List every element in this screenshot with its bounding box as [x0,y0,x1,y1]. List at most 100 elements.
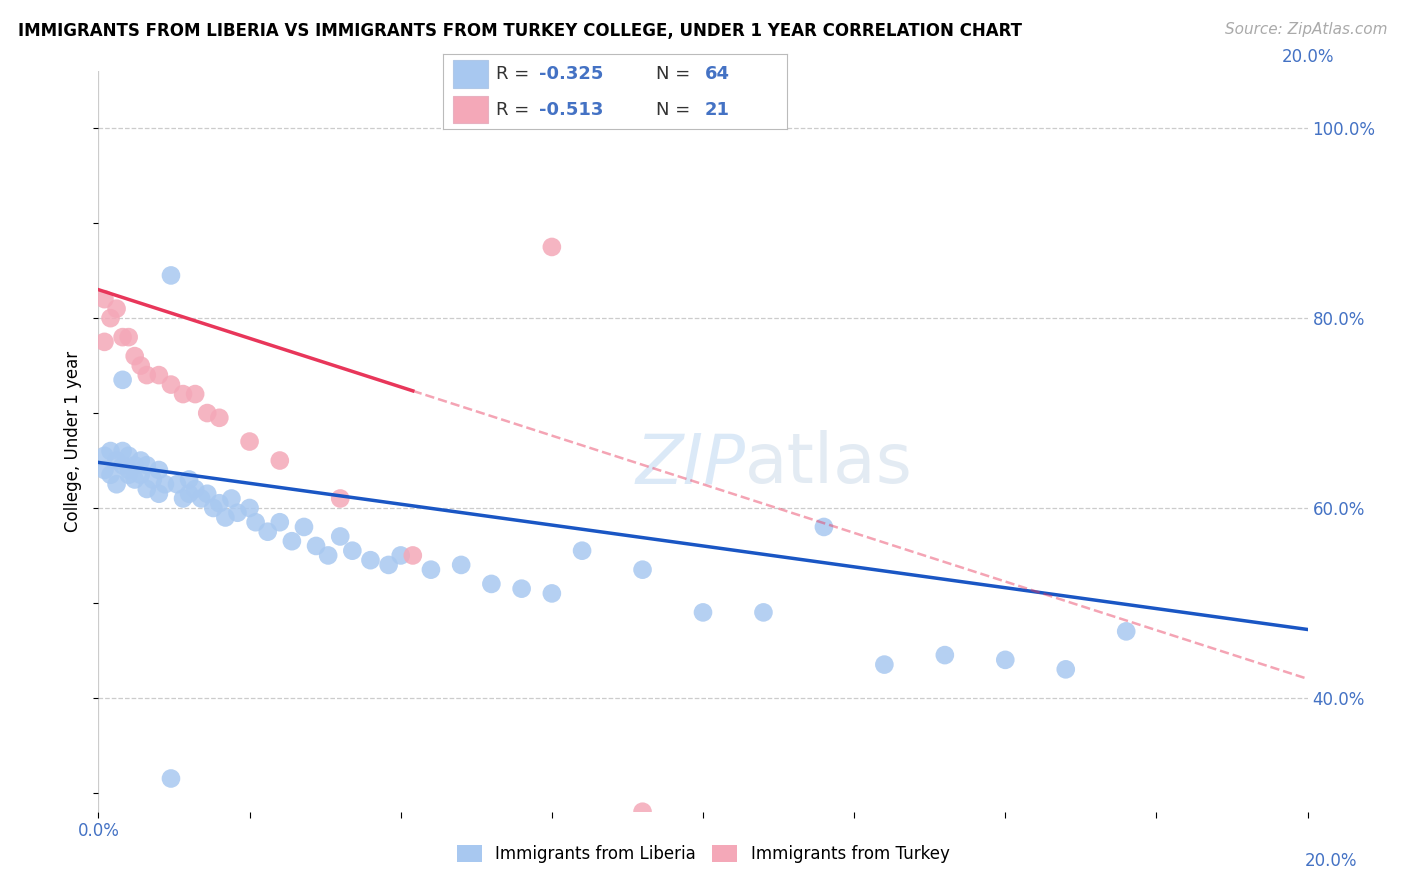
Point [245,515,267,529]
Point [420,563,443,577]
Point [813,520,835,534]
Point [153,477,176,491]
Point [540,586,562,600]
Bar [453,96,488,123]
Point [142,473,165,487]
Point [389,549,412,563]
Point [631,563,654,577]
Point [129,359,152,373]
Point [160,772,183,786]
Point [239,434,262,449]
Point [93,449,115,463]
Point [135,368,157,383]
Point [221,491,243,506]
Point [377,558,399,572]
Text: IMMIGRANTS FROM LIBERIA VS IMMIGRANTS FROM TURKEY COLLEGE, UNDER 1 YEAR CORRELAT: IMMIGRANTS FROM LIBERIA VS IMMIGRANTS FR… [18,22,1022,40]
Point [481,577,503,591]
Point [195,406,218,420]
Point [111,373,134,387]
Point [100,311,122,326]
Point [873,657,896,672]
Point [172,491,194,506]
Point [360,553,382,567]
Point [118,330,141,344]
Point [124,473,146,487]
Point [93,292,115,306]
Point [111,444,134,458]
Point [269,453,291,467]
Point [105,301,128,316]
Point [184,482,207,496]
Point [305,539,328,553]
Point [214,510,236,524]
Text: R =: R = [496,65,536,83]
Point [148,487,170,501]
Point [148,368,170,383]
Point [994,653,1017,667]
Text: 20.0%: 20.0% [1305,852,1357,870]
Point [129,467,152,482]
Point [208,496,231,510]
Text: N =: N = [657,65,696,83]
Point [281,534,304,549]
Point [292,520,315,534]
Point [124,349,146,363]
Point [105,453,128,467]
Point [195,487,218,501]
Text: -0.325: -0.325 [540,65,603,83]
Point [256,524,278,539]
Point [148,463,170,477]
Point [540,240,562,254]
Point [208,410,231,425]
Point [160,268,183,283]
Point [160,377,183,392]
Point [118,449,141,463]
Point [239,500,262,515]
Text: N =: N = [657,101,696,119]
Point [1115,624,1137,639]
Point [172,387,194,401]
Point [752,606,775,620]
Point [450,558,472,572]
Point [179,473,201,487]
Point [166,477,188,491]
Point [631,805,654,819]
Point [179,487,201,501]
Point [105,477,128,491]
Point [226,506,249,520]
Point [100,467,122,482]
Point [269,515,291,529]
Text: atlas: atlas [745,430,912,497]
Text: 64: 64 [704,65,730,83]
Point [329,529,352,543]
Bar [453,61,488,87]
Point [329,491,352,506]
Point [111,330,134,344]
Point [934,648,956,662]
Point [190,491,212,506]
Point [129,453,152,467]
Point [135,458,157,473]
Point [571,543,593,558]
Legend: Immigrants from Liberia, Immigrants from Turkey: Immigrants from Liberia, Immigrants from… [450,838,956,870]
Point [510,582,533,596]
Point [124,458,146,473]
Text: -0.513: -0.513 [540,101,603,119]
Point [1054,662,1077,676]
Point [111,458,134,473]
Text: 21: 21 [704,101,730,119]
Point [118,467,141,482]
Text: ZIP: ZIP [636,430,745,497]
Y-axis label: College, Under 1 year: College, Under 1 year [65,351,83,533]
Point [100,444,122,458]
Point [402,549,425,563]
Point [93,334,115,349]
Point [342,543,364,558]
Point [202,500,225,515]
Point [316,549,339,563]
Point [692,606,714,620]
Point [135,482,157,496]
Text: R =: R = [496,101,536,119]
Point [118,463,141,477]
Point [93,463,115,477]
